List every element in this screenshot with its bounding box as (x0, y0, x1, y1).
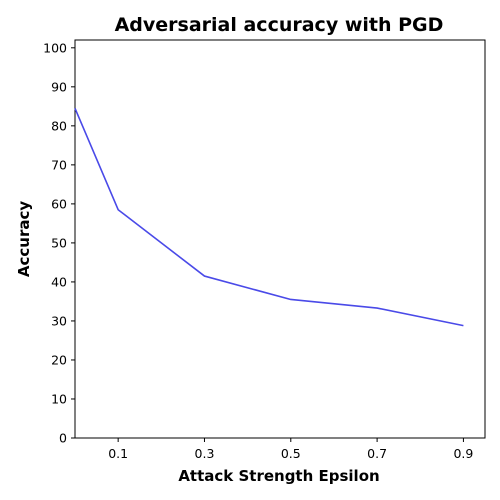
y-tick-label: 40 (51, 274, 67, 289)
chart-title: Adversarial accuracy with PGD (115, 14, 444, 36)
y-tick-label: 80 (51, 118, 67, 133)
x-tick-label: 0.3 (195, 446, 215, 461)
y-tick-label: 50 (51, 235, 67, 250)
y-tick-label: 20 (51, 352, 67, 367)
x-axis: 0.1 0.3 0.5 0.7 0.9 (108, 438, 473, 461)
plot-frame (74, 39, 486, 439)
y-tick-label: 90 (51, 79, 67, 94)
y-axis: 0 10 20 30 40 50 60 70 80 90 100 (43, 40, 75, 446)
x-tick-label: 0.1 (108, 446, 128, 461)
series-group (74, 107, 464, 327)
y-axis-label: Accuracy (15, 201, 33, 277)
y-tick-label: 10 (51, 391, 67, 406)
x-tick-label: 0.7 (367, 446, 387, 461)
x-axis-label: Attack Strength Epsilon (178, 467, 379, 485)
plot-area: 0.1 0.3 0.5 0.7 0.9 0 10 20 30 40 50 60 70 80 90 100 (43, 39, 486, 461)
y-tick-label: 30 (51, 313, 67, 328)
x-tick-label: 0.5 (281, 446, 301, 461)
series-line (74, 107, 464, 327)
y-tick-label: 0 (59, 431, 67, 446)
y-tick-label: 100 (43, 40, 67, 55)
y-tick-label: 70 (51, 157, 67, 172)
y-tick-label: 60 (51, 196, 67, 211)
x-tick-label: 0.9 (453, 446, 473, 461)
